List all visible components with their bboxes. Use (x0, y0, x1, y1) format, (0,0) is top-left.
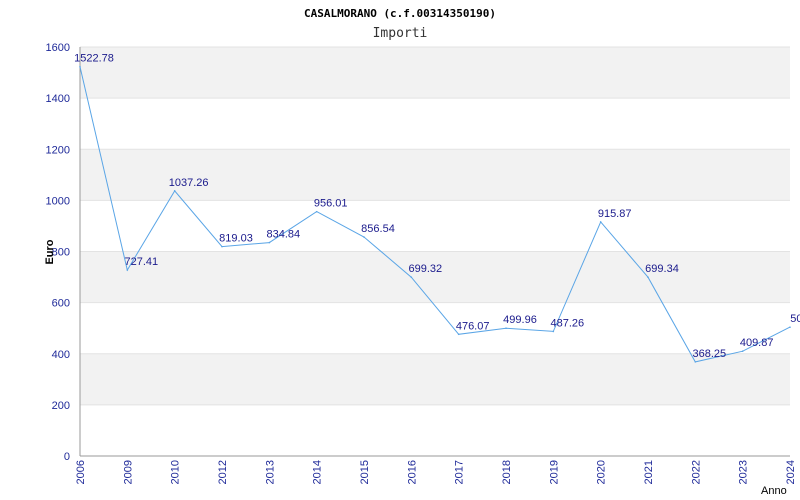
x-tick-label: 2010 (170, 460, 182, 484)
series-line (79, 66, 791, 363)
x-axis-label: Anno (761, 485, 787, 497)
data-label: 504.1 (790, 313, 800, 325)
x-tick-label: 2024 (785, 460, 797, 484)
x-tick-label: 2018 (501, 460, 513, 484)
data-label: 915.87 (598, 208, 632, 220)
x-tick-label: 2019 (548, 460, 560, 484)
x-tick-label: 2009 (122, 460, 134, 484)
data-label: 819.03 (219, 233, 253, 245)
chart-title: CASALMORANO (c.f.00314350190) (304, 7, 496, 20)
y-tick-label: 600 (52, 298, 70, 310)
x-tick-label: 2013 (264, 460, 276, 484)
data-point (741, 350, 744, 353)
data-point (268, 241, 271, 244)
data-point (552, 330, 555, 333)
x-tick-label: 2014 (312, 460, 324, 484)
y-tick-label: 0 (64, 451, 70, 463)
y-tick-label: 400 (52, 349, 70, 361)
grid-band (80, 47, 790, 99)
x-tick-label: 2023 (738, 460, 750, 484)
x-tick-labels: 2006 2009 2010 2012 2013 2014 2015 2016 2017 2018… (75, 460, 797, 484)
x-tick-label: 2012 (217, 460, 229, 484)
x-tick-label: 2015 (359, 460, 371, 484)
data-label: 834.84 (267, 229, 301, 241)
data-label: 727.41 (125, 256, 159, 268)
data-label: 956.01 (314, 198, 348, 210)
data-point (173, 190, 176, 192)
data-point (647, 276, 649, 279)
y-tick-label: 200 (52, 400, 70, 412)
data-label: 368.25 (693, 348, 727, 360)
data-point (789, 326, 791, 328)
data-label: 699.32 (409, 263, 443, 275)
data-label: 487.26 (551, 317, 585, 329)
x-tick-label: 2020 (596, 460, 608, 484)
y-tick-label: 1200 (46, 144, 70, 156)
data-point (457, 333, 460, 336)
x-tick-label: 2006 (75, 460, 87, 484)
data-label: 856.54 (361, 223, 395, 235)
grid-lines (80, 46, 790, 457)
x-tick-label: 2022 (690, 460, 702, 484)
chart-subtitle: Importi (373, 26, 428, 41)
data-point (126, 269, 129, 271)
grid-bands (80, 47, 790, 405)
x-tick-label: 2021 (643, 460, 655, 484)
data-label: 499.96 (503, 314, 537, 326)
y-tick-label: 800 (52, 247, 70, 259)
y-tick-labels: 0 200 400 600 800 1000 1200 1400 1600 (46, 42, 70, 463)
data-label: 476.07 (456, 320, 490, 332)
data-point (363, 236, 365, 238)
data-point (599, 221, 602, 223)
data-point (315, 210, 318, 213)
x-tick-label: 2016 (406, 460, 418, 484)
data-label: 409.87 (740, 337, 774, 349)
data-label: 699.34 (645, 263, 679, 275)
data-point (79, 65, 81, 68)
grid-band (80, 149, 790, 201)
data-point (221, 245, 223, 248)
data-label: 1037.26 (169, 177, 209, 189)
data-labels: 1522.78 727.41 1037.26 819.03 834.84 956.01 85… (74, 53, 800, 363)
x-tick-label: 2017 (454, 460, 466, 484)
data-point (694, 361, 697, 363)
y-tick-label: 1000 (46, 195, 70, 207)
data-point (505, 327, 507, 329)
y-axis-label: Euro (44, 239, 56, 264)
y-tick-label: 1400 (46, 93, 70, 105)
y-tick-label: 1600 (46, 42, 70, 54)
data-label: 1522.78 (74, 53, 114, 65)
data-point (410, 276, 413, 279)
grid-band (80, 251, 790, 303)
grid-band (80, 353, 790, 405)
